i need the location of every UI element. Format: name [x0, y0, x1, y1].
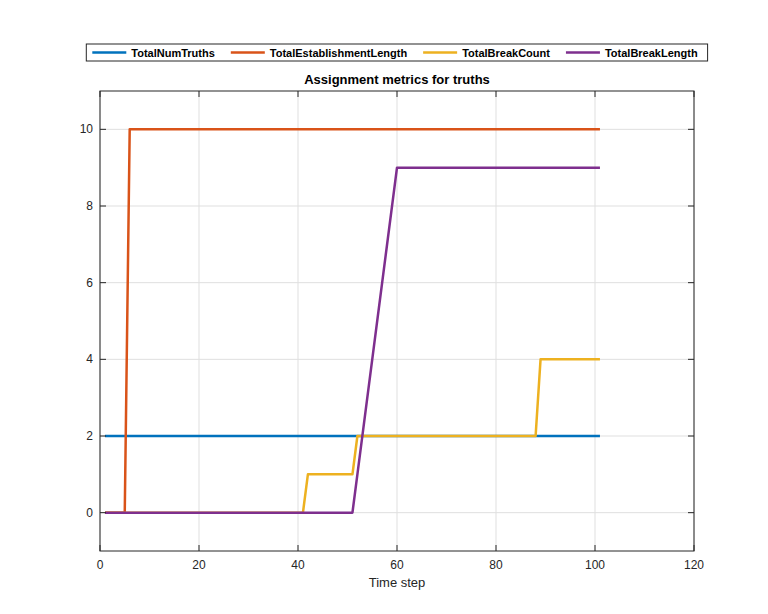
legend-label: TotalEstablishmentLength — [270, 47, 408, 59]
y-tick — [100, 206, 106, 207]
y-tick-label: 0 — [86, 506, 93, 520]
legend-label: TotalNumTruths — [131, 47, 215, 59]
x-tick-label: 20 — [192, 558, 206, 572]
x-tick — [100, 545, 101, 551]
y-tick-label: 10 — [80, 122, 94, 136]
legend: TotalNumTruths TotalEstablishmentLength To… — [86, 44, 707, 61]
x-axis-label: Time step — [369, 575, 426, 590]
legend-swatch — [423, 51, 457, 54]
x-tick — [694, 91, 695, 97]
x-tick-label: 80 — [489, 558, 503, 572]
legend-box — [86, 44, 707, 61]
x-tick — [397, 545, 398, 551]
y-tick — [100, 129, 106, 130]
x-tick — [397, 91, 398, 97]
y-tick — [688, 512, 694, 513]
grid-line-y — [100, 359, 694, 360]
y-tick — [100, 282, 106, 283]
x-tick — [199, 545, 200, 551]
grid-line-x — [397, 91, 398, 551]
axes-frame — [100, 91, 694, 551]
x-tick-label: 0 — [97, 558, 104, 572]
y-tick-label: 4 — [86, 352, 93, 366]
y-tick — [688, 129, 694, 130]
series-line — [105, 168, 600, 513]
legend-label: TotalBreakLength — [605, 47, 698, 59]
y-tick — [688, 282, 694, 283]
y-tick — [688, 206, 694, 207]
y-tick — [688, 359, 694, 360]
plot-background — [100, 91, 694, 551]
x-tick — [298, 91, 299, 97]
y-tick-label: 8 — [86, 199, 93, 213]
x-tick — [298, 545, 299, 551]
legend-swatch — [231, 51, 265, 54]
figure: 0 20 40 60 80 100 120 0 2 4 6 8 10 Time step Assignmen… — [0, 0, 768, 614]
x-tick-label: 120 — [684, 558, 704, 572]
grid-line-y — [100, 282, 694, 283]
x-tick-label: 100 — [585, 558, 605, 572]
y-tick — [688, 436, 694, 437]
x-tick — [496, 91, 497, 97]
x-tick — [100, 91, 101, 97]
series-line — [105, 129, 600, 512]
x-tick-label: 60 — [390, 558, 404, 572]
series-group — [105, 129, 600, 512]
x-tick — [595, 545, 596, 551]
legend-swatch — [566, 51, 600, 54]
grid-line-x — [298, 91, 299, 551]
grid-line-x — [595, 91, 596, 551]
x-tick — [694, 545, 695, 551]
legend-label: TotalBreakCount — [462, 47, 550, 59]
x-tick-label: 40 — [291, 558, 305, 572]
chart: 0 20 40 60 80 100 120 0 2 4 6 8 10 Time step Assignmen… — [0, 0, 768, 614]
y-tick-label: 2 — [86, 429, 93, 443]
series-line — [105, 359, 600, 512]
x-tick — [199, 91, 200, 97]
grid-line-x — [199, 91, 200, 551]
chart-title: Assignment metrics for truths — [304, 72, 490, 87]
legend-swatch — [92, 51, 126, 54]
y-tick — [100, 436, 106, 437]
y-tick — [100, 359, 106, 360]
grid-line-y — [100, 206, 694, 207]
y-tick-label: 6 — [86, 276, 93, 290]
x-tick — [496, 545, 497, 551]
x-tick — [595, 91, 596, 97]
y-tick — [100, 512, 106, 513]
grid-line-x — [496, 91, 497, 551]
